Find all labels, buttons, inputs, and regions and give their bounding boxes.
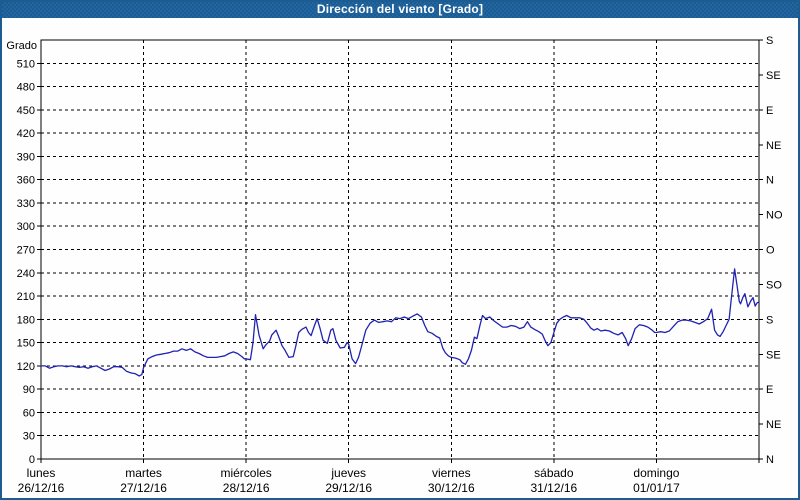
y-left-tick-label: 240 xyxy=(17,268,35,280)
y-left-tick-label: 180 xyxy=(17,314,35,326)
y-right-compass-label: SE xyxy=(766,70,781,82)
y-right-compass-label: S xyxy=(766,314,773,326)
y-left-tick-label: 0 xyxy=(29,454,35,466)
y-left-tick-label: 510 xyxy=(17,58,35,70)
x-day-date-label: 27/12/16 xyxy=(120,481,167,495)
x-day-date-label: 28/12/16 xyxy=(223,481,270,495)
y-left-tick-label: 90 xyxy=(23,384,35,396)
y-right-compass-label: SE xyxy=(766,349,781,361)
y-left-tick-label: 420 xyxy=(17,128,35,140)
y-right-compass-label: E xyxy=(766,384,773,396)
y-right-compass-label: E xyxy=(766,105,773,117)
x-day-date-label: 29/12/16 xyxy=(325,481,372,495)
y-right-compass-label: NO xyxy=(766,210,783,222)
y-right-compass-label: N xyxy=(766,175,774,187)
y-left-tick-label: 150 xyxy=(17,338,35,350)
y-right-compass-label: NE xyxy=(766,140,781,152)
y-left-tick-label: 390 xyxy=(17,151,35,163)
plot-border xyxy=(40,39,760,460)
x-day-date-label: 26/12/16 xyxy=(18,481,65,495)
x-day-name-label: lunes xyxy=(27,466,56,480)
x-day-date-label: 31/12/16 xyxy=(530,481,577,495)
title-bar: Dirección del viento [Grado] xyxy=(0,0,800,18)
x-day-name-label: jueves xyxy=(330,466,366,480)
x-day-name-label: martes xyxy=(125,466,162,480)
y-left-tick-label: 210 xyxy=(17,291,35,303)
x-day-date-label: 01/01/17 xyxy=(633,481,680,495)
y-axis-title: Grado xyxy=(6,40,37,52)
wind-direction-series-line xyxy=(40,268,759,377)
x-day-name-label: domingo xyxy=(633,466,679,480)
y-left-tick-label: 480 xyxy=(17,82,35,94)
y-right-compass-label: SO xyxy=(766,279,782,291)
x-day-name-label: sábado xyxy=(534,466,574,480)
y-left-tick-label: 60 xyxy=(23,407,35,419)
y-right-compass-label: S xyxy=(766,35,773,47)
y-right-compass-label: N xyxy=(766,454,774,466)
window-title: Dirección del viento [Grado] xyxy=(316,2,484,16)
y-left-tick-label: 450 xyxy=(17,105,35,117)
y-right-compass-label: NE xyxy=(766,419,781,431)
y-left-tick-label: 270 xyxy=(17,245,35,257)
y-left-tick-label: 360 xyxy=(17,175,35,187)
y-right-compass-label: O xyxy=(766,245,775,257)
y-left-tick-label: 120 xyxy=(17,361,35,373)
y-left-tick-label: 300 xyxy=(17,221,35,233)
x-day-name-label: miércoles xyxy=(220,466,271,480)
x-day-date-label: 30/12/16 xyxy=(428,481,475,495)
y-left-tick-label: 330 xyxy=(17,198,35,210)
y-left-tick-label: 30 xyxy=(23,431,35,443)
x-day-name-label: viernes xyxy=(432,466,471,480)
